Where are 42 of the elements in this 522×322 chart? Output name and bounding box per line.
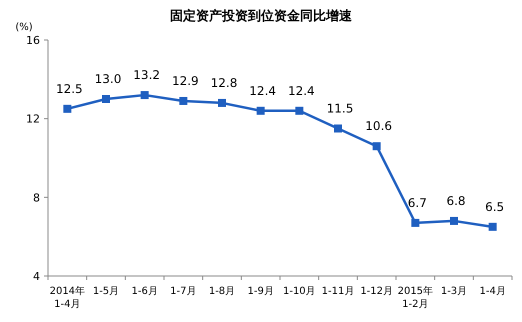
data-label: 12.9 bbox=[172, 74, 199, 88]
x-tick-label: 2014年 1-4月 bbox=[50, 285, 86, 310]
x-tick-label: 1-9月 bbox=[247, 286, 274, 297]
x-tick-label: 1-10月 bbox=[282, 286, 316, 297]
y-axis-title: (%) bbox=[15, 22, 33, 33]
point bbox=[411, 218, 420, 227]
data-label: 12.4 bbox=[288, 84, 315, 98]
point bbox=[218, 98, 226, 107]
point bbox=[102, 95, 110, 103]
y-tick-label: 4 bbox=[33, 270, 40, 283]
y-tick-label: 16 bbox=[26, 34, 40, 47]
point bbox=[334, 124, 342, 132]
point bbox=[295, 106, 304, 115]
x-tick-label: 1-5月 bbox=[92, 286, 120, 297]
point bbox=[140, 91, 149, 100]
x-tick-label: 1-8月 bbox=[208, 286, 236, 297]
data-label: 13.2 bbox=[133, 68, 160, 82]
point bbox=[450, 216, 458, 225]
data-label: 6.5 bbox=[485, 200, 504, 214]
data-label: 10.6 bbox=[365, 119, 392, 134]
x-tick-label: 2015年 1-2月 bbox=[398, 285, 434, 310]
x-tick-label: 1-3月 bbox=[440, 286, 468, 297]
y-tick-label: 8 bbox=[33, 191, 40, 204]
data-label: 12.4 bbox=[249, 84, 276, 98]
x-tick-label: 1-6月 bbox=[131, 286, 158, 297]
data-label: 13.0 bbox=[94, 72, 122, 86]
data-label: 6.7 bbox=[408, 196, 427, 210]
data-label: 11.5 bbox=[326, 102, 354, 116]
x-tick-label: 1-4月 bbox=[479, 286, 506, 297]
point bbox=[63, 104, 72, 113]
y-tick-label: 12 bbox=[26, 112, 40, 126]
chart-title: 固定资产投资到位资金同比增速 bbox=[170, 8, 353, 24]
point bbox=[488, 222, 497, 231]
data-label: 12.5 bbox=[56, 82, 83, 96]
data-label: 12.8 bbox=[210, 76, 238, 90]
x-tick-label: 1-7月 bbox=[170, 286, 197, 297]
data-label: 6.8 bbox=[446, 194, 466, 208]
x-tick-label: 1-12月 bbox=[360, 286, 394, 297]
x-tick-label: 1-11月 bbox=[322, 286, 354, 297]
point bbox=[372, 142, 381, 150]
point bbox=[179, 96, 188, 105]
point bbox=[256, 106, 265, 115]
